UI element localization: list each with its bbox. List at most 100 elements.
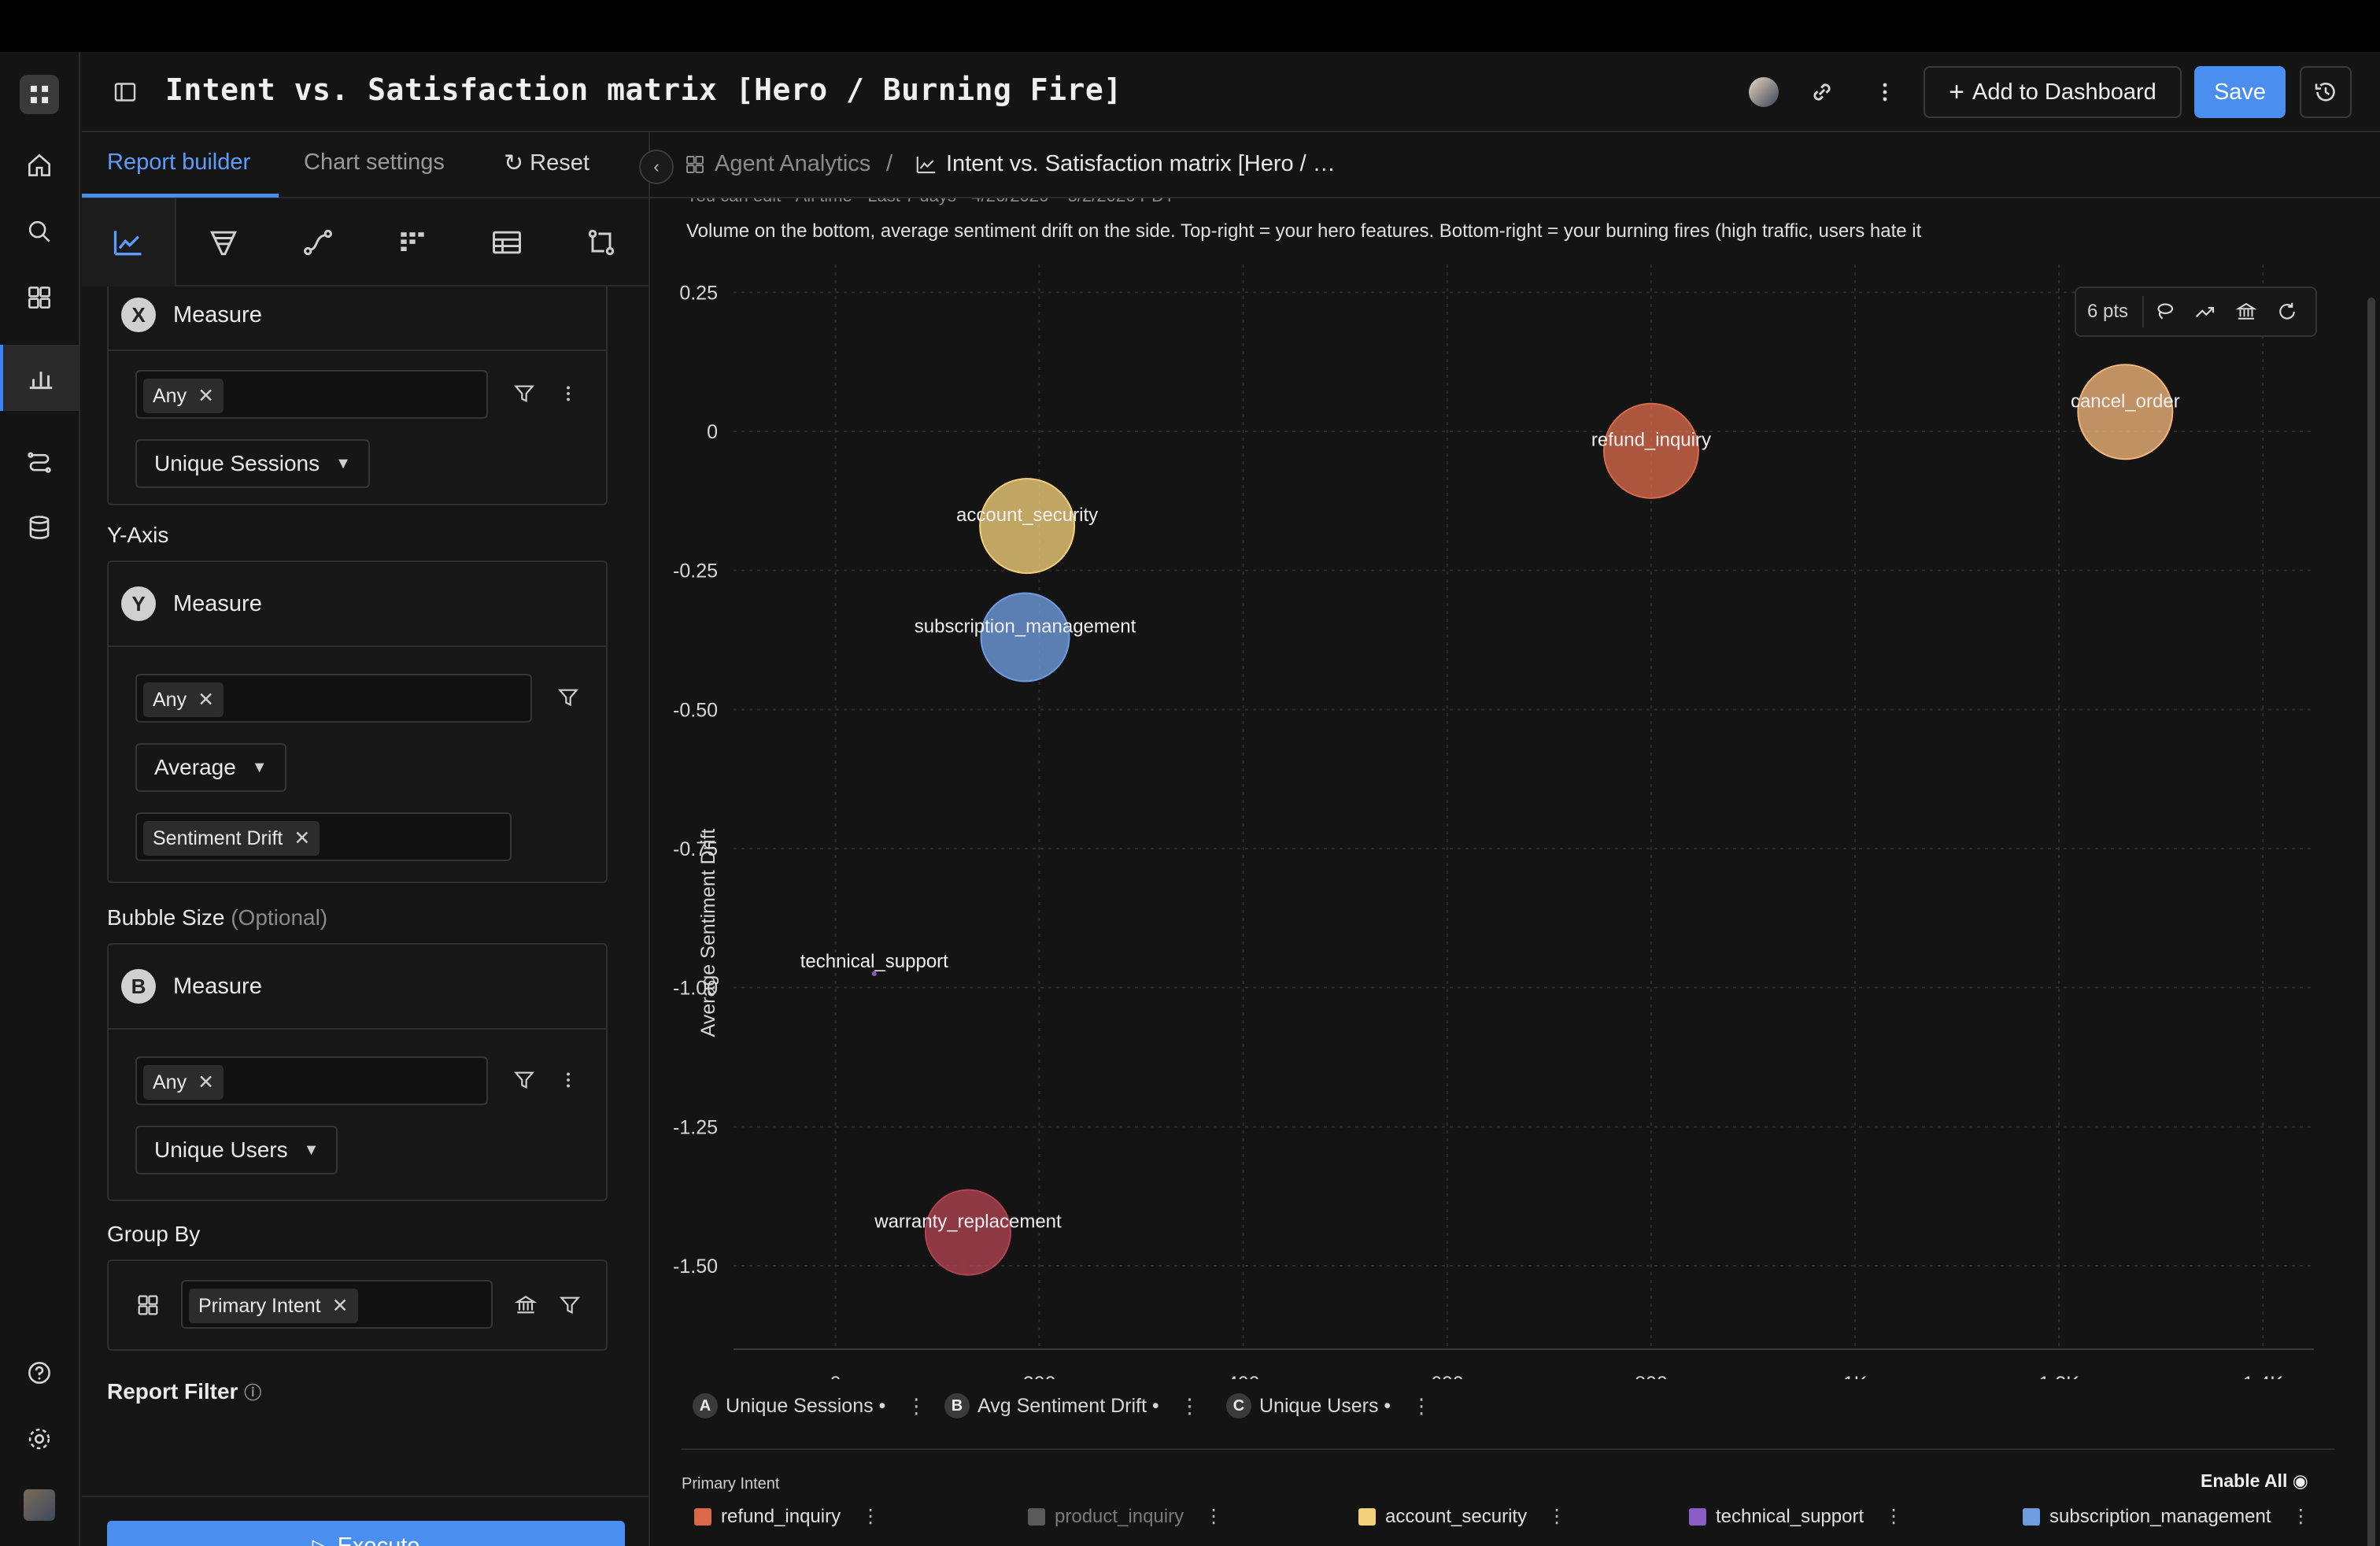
kebab-menu-icon[interactable]: ⋮ <box>906 1393 927 1418</box>
funnel-icon <box>210 231 237 256</box>
y-aggregation-value: Average <box>154 755 236 779</box>
nav-data[interactable] <box>0 494 79 560</box>
nav-home[interactable] <box>0 132 79 198</box>
remove-chip-icon[interactable]: ✕ <box>294 827 311 849</box>
remove-chip-icon[interactable]: ✕ <box>198 1071 215 1093</box>
chart-type-funnel[interactable] <box>176 198 271 287</box>
legend-item[interactable]: subscription_management ⋮ <box>2023 1505 2311 1528</box>
b-aggregation-dropdown[interactable]: Unique Users ▼ <box>135 1126 338 1174</box>
toggle-sidebar-button[interactable] <box>105 72 145 112</box>
group-by-chip[interactable]: Primary Intent ✕ <box>189 1289 358 1323</box>
enable-all-button[interactable]: Enable All ◉ <box>2201 1470 2308 1492</box>
nav-settings[interactable] <box>0 1406 79 1472</box>
nav-flows[interactable] <box>0 428 79 494</box>
chart-type-flow[interactable] <box>271 198 365 287</box>
page-title[interactable]: Intent vs. Satisfaction matrix [Hero / B… <box>165 72 1122 107</box>
y-filter-chip[interactable]: Any ✕ <box>143 682 224 717</box>
b-filter-field[interactable]: Any ✕ <box>135 1056 488 1105</box>
chart-scrollbar[interactable] <box>2367 298 2375 1546</box>
x-filter-field[interactable]: Any ✕ <box>135 370 488 419</box>
measure-chip-b[interactable]: B Avg Sentiment Drift • ⋮ <box>944 1393 1200 1418</box>
y-axis-section-title: Y-Axis <box>107 523 169 547</box>
more-options-button[interactable] <box>1865 72 1905 112</box>
b-more-button[interactable] <box>552 1064 584 1096</box>
kebab-menu-icon[interactable]: ⋮ <box>861 1506 881 1527</box>
b-measure-header[interactable]: B Measure <box>109 945 606 1030</box>
measure-chip-c[interactable]: C Unique Users • ⋮ <box>1226 1393 1432 1418</box>
tab-chart-settings[interactable]: Chart settings <box>304 150 445 175</box>
remove-chip-icon[interactable]: ✕ <box>198 689 215 711</box>
kebab-menu-icon[interactable]: ⋮ <box>1547 1506 1567 1527</box>
y-filter-field[interactable]: Any ✕ <box>135 674 532 723</box>
nav-search[interactable] <box>0 198 79 264</box>
bubble-cancel_order <box>2077 364 2174 460</box>
chart-type-retention[interactable] <box>365 198 460 287</box>
chart-area: ‹ Agent Analytics / Intent vs. Satisfact… <box>639 132 2380 1546</box>
collapse-panel-button[interactable]: ‹ <box>639 150 674 184</box>
filter-icon <box>514 1071 534 1089</box>
reference-lines-button[interactable] <box>2226 300 2267 324</box>
trendline-button[interactable] <box>2185 300 2226 324</box>
remove-chip-icon[interactable]: ✕ <box>331 1295 349 1317</box>
app-logo[interactable] <box>0 61 79 128</box>
y-axis-title: Average Sentiment Drift <box>697 828 719 1037</box>
y-property-field[interactable]: Sentiment Drift ✕ <box>135 812 512 861</box>
legend-item[interactable]: account_security ⋮ <box>1358 1505 1566 1528</box>
legend-item[interactable]: technical_support ⋮ <box>1689 1505 1903 1528</box>
owner-avatar[interactable] <box>1744 72 1783 112</box>
b-filter-button[interactable] <box>508 1064 540 1096</box>
history-icon <box>2315 83 2335 102</box>
x-more-button[interactable] <box>552 378 584 409</box>
gear-icon <box>28 1428 50 1450</box>
y-aggregation-dropdown[interactable]: Average ▼ <box>135 743 286 792</box>
remove-chip-icon[interactable]: ✕ <box>198 385 215 407</box>
y-property-chip[interactable]: Sentiment Drift ✕ <box>143 821 320 856</box>
b-filter-chip-label: Any <box>153 1071 187 1093</box>
kebab-menu-icon[interactable]: ⋮ <box>1179 1393 1200 1418</box>
x-filter-chip[interactable]: Any ✕ <box>143 379 224 413</box>
group-by-filter-button[interactable] <box>554 1289 586 1321</box>
reset-button[interactable]: ↻ Reset <box>504 150 589 177</box>
nav-dashboards[interactable] <box>0 264 79 331</box>
chart-type-line[interactable] <box>82 198 176 287</box>
nav-help[interactable] <box>0 1340 79 1406</box>
kebab-menu-icon[interactable]: ⋮ <box>1204 1506 1224 1527</box>
chart-type-compare[interactable] <box>554 198 649 287</box>
execute-button[interactable]: ▷ Execute <box>107 1521 625 1546</box>
chart-type-table[interactable] <box>460 198 554 287</box>
legend-item[interactable]: product_inquiry ⋮ <box>1028 1505 1223 1528</box>
legend-item[interactable]: refund_inquiry ⋮ <box>694 1505 880 1528</box>
refresh-icon <box>2279 302 2295 320</box>
kebab-menu-icon[interactable]: ⋮ <box>1411 1393 1432 1418</box>
kebab-menu-icon <box>1883 83 1887 102</box>
x-aggregation-dropdown[interactable]: Unique Sessions ▼ <box>135 439 370 488</box>
save-button[interactable]: Save <box>2194 66 2286 118</box>
active-tab-indicator <box>82 194 279 198</box>
bubble-chart[interactable]: 0.25 0 -0.25 -0.50 -0.75 -1.00 -1.25 -1.50 0 200 4… <box>650 198 2374 1379</box>
kebab-menu-icon[interactable]: ⋮ <box>2291 1506 2311 1527</box>
lasso-button[interactable] <box>2144 300 2185 324</box>
window-top-bar <box>0 0 2380 52</box>
y-measure-header[interactable]: Y Measure <box>109 562 606 647</box>
b-filter-chip[interactable]: Any ✕ <box>143 1065 224 1100</box>
y-filter-button[interactable] <box>552 682 584 713</box>
group-by-breakdown-button[interactable] <box>510 1289 541 1321</box>
bar-chart-icon <box>29 372 53 390</box>
breadcrumb-parent[interactable]: Agent Analytics <box>683 151 870 177</box>
reset-zoom-button[interactable] <box>2267 300 2308 324</box>
bubble-label: refund_inquiry <box>1591 430 1711 451</box>
kebab-menu-icon[interactable]: ⋮ <box>1884 1506 1904 1527</box>
add-to-dashboard-button[interactable]: + Add to Dashboard <box>1924 66 2182 118</box>
x-tick-label: 1.2K <box>2038 1373 2079 1379</box>
x-measure-header[interactable]: X Measure <box>109 287 606 351</box>
copy-link-button[interactable] <box>1802 72 1842 112</box>
nav-reports[interactable] <box>0 345 79 411</box>
measure-chip-a[interactable]: A Unique Sessions • ⋮ <box>693 1393 926 1418</box>
nav-user-avatar[interactable] <box>0 1472 79 1538</box>
version-history-button[interactable] <box>2300 66 2352 118</box>
group-by-field[interactable]: Primary Intent ✕ <box>181 1280 493 1329</box>
grid-icon <box>138 1295 158 1315</box>
tab-report-builder[interactable]: Report builder <box>107 150 251 175</box>
x-filter-button[interactable] <box>508 378 540 409</box>
flow-icon <box>28 452 51 473</box>
